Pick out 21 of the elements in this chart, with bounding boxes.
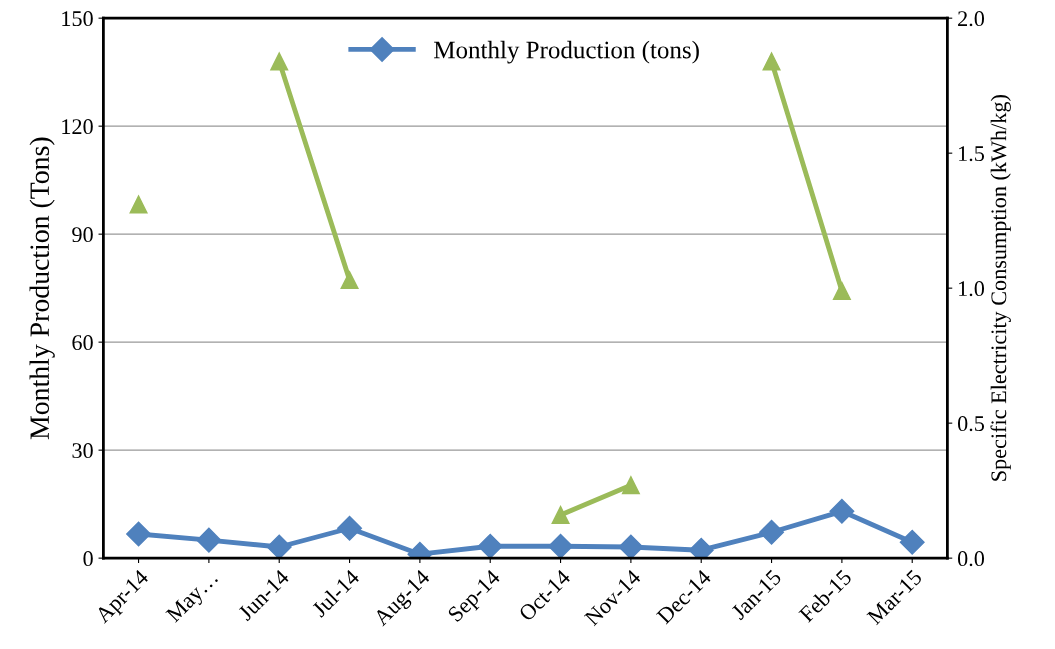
y2-tick-label: 0.0: [957, 551, 985, 567]
point: [762, 52, 781, 71]
y2-tick-label: 1.0: [959, 281, 985, 297]
legend-label: Monthly Production (tons): [434, 40, 699, 64]
y-axis-title: Monthly Production (Tons): [29, 137, 55, 440]
point: [832, 281, 851, 300]
y-tick-label: 60: [72, 335, 93, 351]
y-tick-label: 120: [62, 119, 93, 135]
point: [340, 271, 359, 290]
y-tick-label: 90: [72, 227, 93, 243]
y-tick-label: 30: [72, 443, 93, 459]
y2-tick-label: 2.0: [958, 11, 985, 27]
y2-tick-label: 1.5: [959, 146, 985, 162]
y-tick-label: 0: [83, 551, 93, 567]
y2-axis-title: Specific Electricity Consumption (kWh/kg): [990, 95, 1011, 481]
point: [129, 195, 148, 214]
y-tick-label: 150: [62, 11, 93, 27]
point: [621, 476, 640, 495]
point: [551, 505, 570, 524]
y2-tick-label: 0.5: [957, 416, 985, 432]
point: [270, 52, 289, 71]
